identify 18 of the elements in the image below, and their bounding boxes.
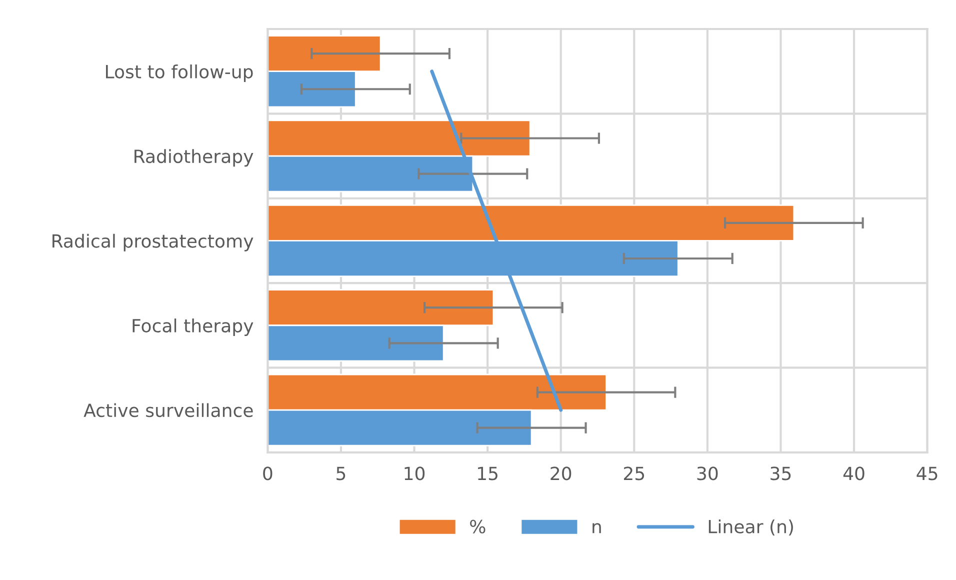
x-tick-label: 20 [550, 466, 572, 480]
x-tick-label: 25 [624, 466, 644, 480]
legend-label: % [470, 520, 486, 534]
x-tick-label: 30 [697, 466, 718, 480]
x-tick-label: 35 [770, 466, 791, 480]
x-tick-label: 40 [843, 466, 864, 480]
y-tick-label: Focal therapy [132, 318, 254, 336]
y-tick-label: Active surveillance [84, 403, 253, 418]
x-tick-label: 5 [336, 466, 346, 480]
x-tick-label: 45 [916, 466, 938, 480]
legend-label: Linear (n) [708, 519, 793, 536]
x-tick-label: 0 [263, 466, 272, 480]
legend-label: n [592, 523, 601, 534]
y-tick-label: Radiotherapy [134, 149, 254, 167]
x-tick-label: 15 [478, 466, 498, 480]
y-tick-label: Radical prostatectomy [52, 234, 254, 252]
y-tick-label: Lost to follow-up [106, 64, 253, 82]
x-tick-label: 10 [404, 466, 425, 480]
